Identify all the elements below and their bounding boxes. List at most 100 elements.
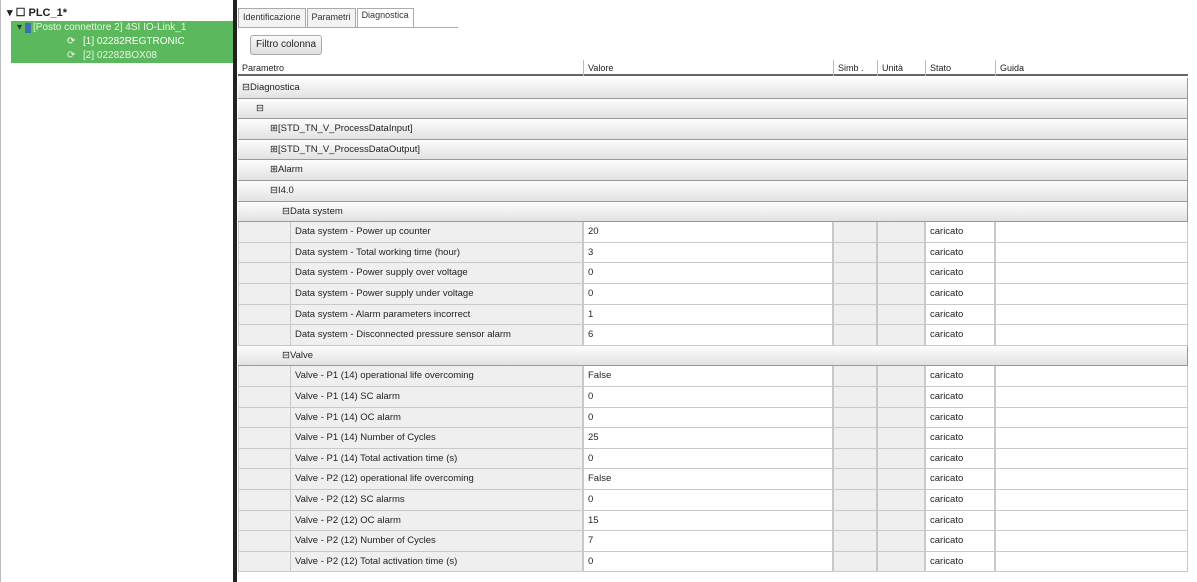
symbol-cell	[833, 366, 877, 387]
unit-cell	[877, 510, 925, 532]
table-row[interactable]: Valve - P1 (14) Total activation time (s…	[238, 448, 1188, 470]
symbol-cell	[833, 510, 877, 532]
value-cell[interactable]: 7	[583, 531, 833, 552]
help-cell	[995, 222, 1188, 243]
group-toggle[interactable]: ⊞[STD_TN_V_ProcessDataInput]	[270, 123, 413, 134]
table-row[interactable]: Valve - P1 (14) Number of Cycles 25 carica…	[238, 428, 1188, 449]
panel-splitter[interactable]	[233, 0, 237, 582]
tree-item-device[interactable]: ⟳ [1] 02282REGTRONIC	[11, 35, 233, 49]
collapse-icon[interactable]: ⊟	[282, 205, 290, 217]
value-cell[interactable]: 0	[583, 284, 833, 305]
unit-cell	[877, 448, 925, 470]
table-row[interactable]: Data system - Disconnected pressure sens…	[238, 325, 1188, 346]
value-cell[interactable]: 0	[583, 407, 833, 429]
param-cell: Data system - Power supply over voltage	[290, 263, 583, 284]
expand-icon[interactable]: ⊞	[270, 143, 278, 155]
group-toggle[interactable]: ⊟Valve	[282, 350, 313, 361]
group-row[interactable]: ⊞[STD_TN_V_ProcessDataInput]	[238, 119, 1188, 140]
group-toggle[interactable]: ⊞[STD_TN_V_ProcessDataOutput]	[270, 144, 420, 155]
group-row[interactable]: ⊟	[238, 98, 1188, 120]
table-row[interactable]: Data system - Power supply over voltage 0…	[238, 263, 1188, 284]
table-row[interactable]: Data system - Total working time (hour) 3…	[238, 242, 1188, 264]
value-cell[interactable]: False	[583, 469, 833, 490]
value-cell[interactable]: 20	[583, 222, 833, 243]
filter-columns-button[interactable]: Filtro colonna	[250, 35, 323, 55]
tab-parametri[interactable]: Parametri	[306, 8, 356, 27]
param-cell: Valve - P1 (14) SC alarm	[290, 387, 583, 408]
value-cell[interactable]: 0	[583, 448, 833, 470]
table-row[interactable]: Valve - P2 (12) OC alarm 15 caricato	[238, 510, 1188, 532]
value-cell[interactable]: 15	[583, 510, 833, 532]
help-cell	[995, 366, 1188, 387]
tree-item-device[interactable]: ⟳ [2] 02282BOX08	[11, 49, 233, 63]
table-row[interactable]: Valve - P2 (12) SC alarms 0 caricato	[238, 490, 1188, 511]
group-row[interactable]: ⊞Alarm	[238, 160, 1188, 181]
value-cell[interactable]: 0	[583, 263, 833, 284]
expand-icon[interactable]: ▾ ☐	[7, 7, 29, 19]
tree-item-plc[interactable]: ▾ ☐ PLC_1*	[7, 6, 67, 20]
table-row[interactable]: Valve - P1 (14) SC alarm 0 caricato	[238, 387, 1188, 408]
col-parametro[interactable]: Parametro	[242, 63, 285, 73]
col-guida[interactable]: Guida	[995, 60, 1188, 76]
col-simb[interactable]: Simb .	[833, 60, 877, 76]
table-row[interactable]: Valve - P2 (12) Total activation time (s…	[238, 551, 1188, 573]
tab-identificazione[interactable]: Identificazione	[238, 8, 306, 27]
symbol-cell	[833, 304, 877, 326]
expand-icon[interactable]: ⊞	[270, 164, 278, 176]
group-toggle[interactable]: ⊟	[256, 103, 264, 114]
param-cell: Valve - P2 (12) OC alarm	[290, 510, 583, 532]
tree-item-slot[interactable]: ▾ [Posto connettore 2] 4SI IO-Link_1	[11, 21, 233, 35]
help-cell	[995, 325, 1188, 346]
group-toggle[interactable]: ⊟I4.0	[270, 185, 294, 196]
group-row[interactable]: ⊟Data system	[238, 201, 1188, 223]
indent	[238, 490, 290, 511]
unit-cell	[877, 366, 925, 387]
expand-icon[interactable]: ⊞	[270, 123, 278, 135]
table-row[interactable]: Data system - Power supply under voltage…	[238, 284, 1188, 305]
value-cell[interactable]: 0	[583, 490, 833, 511]
symbol-cell	[833, 490, 877, 511]
value-cell[interactable]: 0	[583, 387, 833, 408]
param-cell: Valve - P1 (14) Total activation time (s…	[290, 448, 583, 470]
help-cell	[995, 242, 1188, 264]
col-unita[interactable]: Unità	[877, 60, 925, 76]
unit-cell	[877, 551, 925, 573]
collapse-icon[interactable]: ⊟	[282, 349, 290, 361]
help-cell	[995, 428, 1188, 449]
table-row[interactable]: Data system - Power up counter 20 caricato	[238, 222, 1188, 243]
symbol-cell	[833, 242, 877, 264]
symbol-cell	[833, 531, 877, 552]
group-toggle[interactable]: ⊟Data system	[282, 206, 343, 217]
collapse-icon[interactable]: ⊟	[270, 185, 278, 196]
table-row[interactable]: Valve - P1 (14) operational life overcom…	[238, 366, 1188, 387]
group-row[interactable]: ⊟Diagnostica	[238, 78, 1188, 99]
unit-cell	[877, 387, 925, 408]
collapse-icon[interactable]: ⊟	[242, 82, 250, 93]
table-row[interactable]: Valve - P1 (14) OC alarm 0 caricato	[238, 407, 1188, 429]
value-cell[interactable]: 25	[583, 428, 833, 449]
group-row[interactable]: ⊟I4.0	[238, 181, 1188, 202]
table-row[interactable]: Data system - Alarm parameters incorrect…	[238, 304, 1188, 326]
value-cell[interactable]: 3	[583, 242, 833, 264]
table-row[interactable]: Valve - P2 (12) operational life overcom…	[238, 469, 1188, 490]
col-valore[interactable]: Valore	[583, 60, 833, 76]
table-header: Parametro Valore Simb . Unità Stato Guid…	[238, 60, 1188, 76]
value-cell[interactable]: False	[583, 366, 833, 387]
col-stato[interactable]: Stato	[925, 60, 995, 76]
state-cell: caricato	[925, 263, 995, 284]
value-cell[interactable]: 1	[583, 304, 833, 326]
tab-diagnostica[interactable]: Diagnostica	[356, 8, 414, 27]
param-cell: Valve - P1 (14) operational life overcom…	[290, 366, 583, 387]
group-row[interactable]: ⊞[STD_TN_V_ProcessDataOutput]	[238, 139, 1188, 161]
table-row[interactable]: Valve - P2 (12) Number of Cycles 7 caricat…	[238, 531, 1188, 552]
param-cell: Data system - Alarm parameters incorrect	[290, 304, 583, 326]
value-cell[interactable]: 0	[583, 551, 833, 573]
expand-icon[interactable]: ▾	[17, 22, 23, 33]
collapse-icon[interactable]: ⊟	[256, 102, 264, 114]
symbol-cell	[833, 469, 877, 490]
state-cell: caricato	[925, 490, 995, 511]
value-cell[interactable]: 6	[583, 325, 833, 346]
group-toggle[interactable]: ⊟Diagnostica	[242, 82, 300, 93]
group-row[interactable]: ⊟Valve	[238, 345, 1188, 367]
group-toggle[interactable]: ⊞Alarm	[270, 164, 303, 175]
